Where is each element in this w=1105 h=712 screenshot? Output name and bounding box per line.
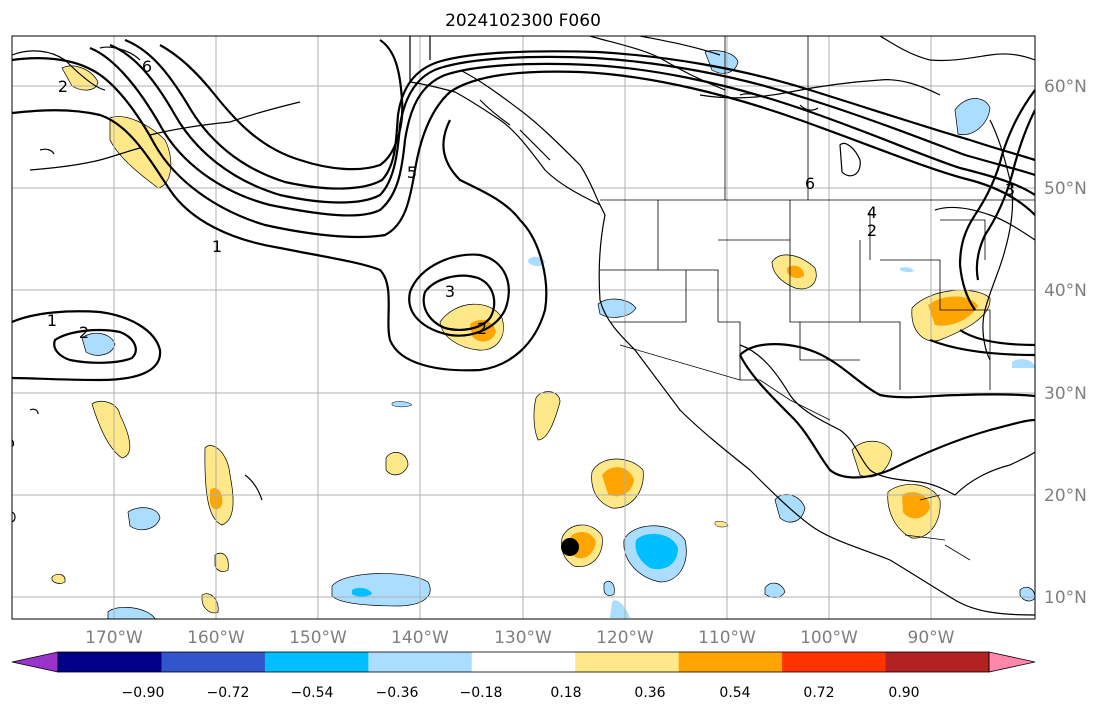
contour-label: 3 (1005, 180, 1015, 199)
colorbar-segment (575, 652, 680, 672)
contour-label: 1 (212, 237, 222, 256)
colorbar-tick-label: 0.36 (634, 685, 665, 701)
contour-label: 1 (47, 311, 57, 330)
colorbar-outline (57, 651, 990, 673)
positive-anomaly (51, 573, 66, 584)
contour-label: 2 (477, 319, 487, 338)
contour-label: 6 (142, 57, 152, 76)
positive-anomaly (385, 452, 409, 476)
colorbar-segment (471, 652, 576, 672)
colorbar-segment (678, 652, 783, 672)
map-frame (11, 35, 1036, 620)
colorbar-tick-labels: −0.90 −0.72 −0.54 −0.36 −0.18 0.18 0.36 … (122, 685, 920, 701)
colorbar-segment (58, 652, 162, 672)
negative-anomaly-strong (635, 533, 678, 570)
negative-anomaly (81, 332, 116, 356)
lat-label: 60°N (1044, 77, 1087, 97)
lon-label: 140°W (391, 628, 449, 648)
positive-anomaly (201, 593, 219, 614)
positive-anomaly-strong (902, 492, 930, 519)
lat-label: 10°N (1044, 588, 1087, 608)
lon-label: 130°W (494, 628, 552, 648)
colorbar-tick-label: −0.18 (460, 685, 503, 701)
positive-anomaly-strong (787, 265, 805, 279)
negative-anomaly (603, 580, 615, 596)
contour-label: 2 (58, 77, 68, 96)
political-borders (600, 36, 1035, 561)
negative-anomaly (331, 573, 431, 607)
positive-anomaly (91, 401, 131, 459)
storm-center-marker (561, 538, 579, 556)
negative-anomaly (704, 50, 739, 74)
contour-label: 3 (445, 282, 455, 301)
colorbar-tick-label: 0.90 (888, 685, 919, 701)
colorbar-tick-label: 0.18 (550, 685, 581, 701)
negative-anomaly (1012, 359, 1035, 368)
map-panel: 2 6 1 5 3 2 1 2 6 4 2 3 (11, 35, 1036, 620)
colorbar (11, 651, 1036, 673)
colorbar-segment (264, 652, 369, 672)
contour-labels: 2 6 1 5 3 2 1 2 6 4 2 3 (47, 57, 1015, 342)
colorbar-tick-label: −0.54 (291, 685, 334, 701)
colorbar-extend-max (988, 651, 1036, 673)
negative-anomaly-strong (352, 587, 372, 597)
lat-label: 50°N (1044, 179, 1087, 199)
colorbar-extend-min (11, 651, 59, 673)
contour-lines (12, 38, 1035, 479)
lat-label: 20°N (1044, 486, 1087, 506)
negative-anomaly (900, 267, 914, 273)
lat-label: 30°N (1044, 384, 1087, 404)
latitude-labels: 60°N 50°N 40°N 30°N 20°N 10°N (1044, 77, 1087, 608)
contour-label: 6 (805, 174, 815, 193)
lon-label: 150°W (289, 628, 347, 648)
negative-anomaly (107, 606, 156, 619)
positive-anomaly-strong (602, 467, 634, 497)
colorbar-tick-label: 0.54 (719, 685, 750, 701)
lon-label: 90°W (908, 628, 955, 648)
map-title: 2024102300 F060 (445, 11, 601, 31)
longitude-labels: 170°W 160°W 150°W 140°W 130°W 120°W 110°… (85, 628, 955, 648)
negative-anomaly (391, 401, 413, 408)
contour-label: 2 (867, 221, 877, 240)
gridlines (12, 36, 1035, 619)
colorbar-segment (161, 652, 266, 672)
colorbar-tick-label: −0.90 (122, 685, 165, 701)
positive-anomaly (533, 391, 561, 441)
contour-label: 5 (407, 163, 417, 182)
colorbar-tick-label: 0.72 (803, 685, 834, 701)
colorbar-tick-label: −0.72 (207, 685, 250, 701)
lon-label: 100°W (800, 628, 858, 648)
positive-anomaly (714, 520, 729, 528)
contour-label: 2 (79, 323, 89, 342)
contour-label: 4 (867, 203, 877, 222)
lon-label: 110°W (698, 628, 756, 648)
negative-anomaly (764, 582, 786, 598)
colorbar-segment (368, 652, 473, 672)
colorbar-segment (782, 652, 887, 672)
colorbar-tick-label: −0.36 (376, 685, 419, 701)
colorbar-segment (885, 652, 990, 672)
positive-anomaly (61, 65, 99, 91)
lon-label: 170°W (85, 628, 143, 648)
lat-label: 40°N (1044, 281, 1087, 301)
lon-label: 120°W (596, 628, 654, 648)
positive-anomaly-strong (928, 296, 978, 326)
lon-label: 160°W (187, 628, 245, 648)
negative-anomaly (127, 507, 161, 531)
negative-anomaly (954, 98, 991, 136)
